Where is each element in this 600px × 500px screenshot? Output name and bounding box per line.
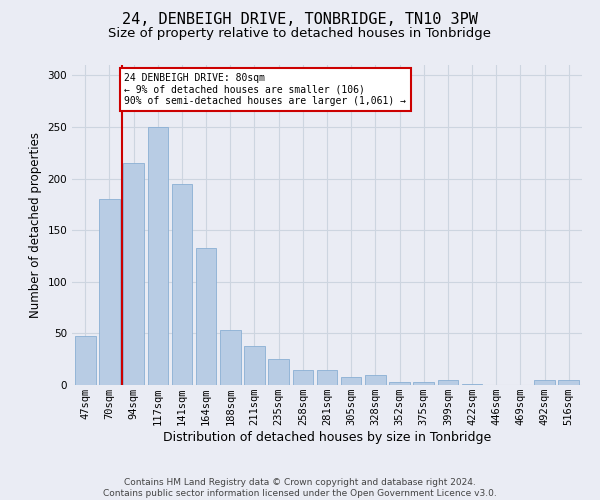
Bar [341, 376, 361, 385]
Bar [172, 184, 192, 385]
Bar [437, 380, 458, 385]
Bar [244, 346, 265, 385]
Bar [75, 336, 95, 385]
Bar [293, 370, 313, 385]
Bar [148, 127, 168, 385]
Bar [534, 380, 555, 385]
Text: Contains HM Land Registry data © Crown copyright and database right 2024.
Contai: Contains HM Land Registry data © Crown c… [103, 478, 497, 498]
Bar [99, 199, 120, 385]
Bar [389, 382, 410, 385]
Text: Size of property relative to detached houses in Tonbridge: Size of property relative to detached ho… [109, 28, 491, 40]
Bar [317, 370, 337, 385]
Bar [559, 380, 579, 385]
Bar [196, 248, 217, 385]
Bar [268, 359, 289, 385]
Bar [462, 384, 482, 385]
Text: 24 DENBEIGH DRIVE: 80sqm
← 9% of detached houses are smaller (106)
90% of semi-d: 24 DENBEIGH DRIVE: 80sqm ← 9% of detache… [124, 74, 406, 106]
Bar [124, 163, 144, 385]
X-axis label: Distribution of detached houses by size in Tonbridge: Distribution of detached houses by size … [163, 431, 491, 444]
Bar [220, 330, 241, 385]
Text: 24, DENBEIGH DRIVE, TONBRIDGE, TN10 3PW: 24, DENBEIGH DRIVE, TONBRIDGE, TN10 3PW [122, 12, 478, 28]
Bar [365, 374, 386, 385]
Bar [413, 382, 434, 385]
Y-axis label: Number of detached properties: Number of detached properties [29, 132, 42, 318]
